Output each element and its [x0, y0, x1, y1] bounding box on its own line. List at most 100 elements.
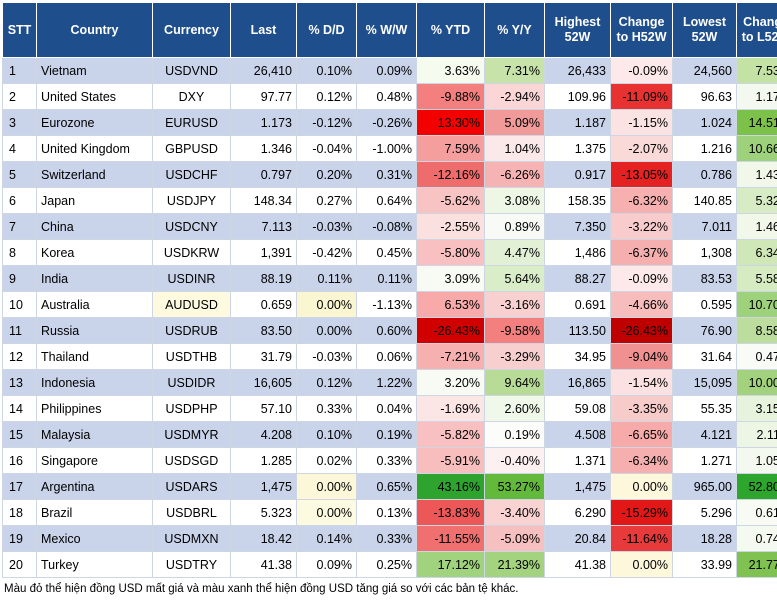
cell-last: 0.797	[230, 161, 297, 188]
cell-low52w: 0.595	[672, 291, 737, 318]
cell-change-h52w: -3.35%	[610, 395, 673, 422]
cell-high52w: 1,475	[544, 473, 611, 500]
cell-country: Argentina	[36, 473, 153, 500]
cell-stt: 10	[2, 291, 37, 318]
cell-ww: 0.45%	[356, 239, 417, 266]
cell-high52w: 0.917	[544, 161, 611, 188]
cell-change-l52w: 14.51%	[736, 109, 777, 136]
cell-last: 7.113	[230, 213, 297, 240]
cell-stt: 9	[2, 265, 37, 292]
table-row: 5 Switzerland USDCHF 0.797 0.20% 0.31% -12.16%…	[2, 161, 777, 188]
cell-currency: USDCNY	[152, 213, 231, 240]
cell-yy: -3.16%	[484, 291, 545, 318]
cell-country: Switzerland	[36, 161, 153, 188]
cell-country: Russia	[36, 317, 153, 344]
table-row: 10 Australia AUDUSD 0.659 0.00% -1.13% 6.53% -3…	[2, 291, 777, 318]
cell-dd: 0.00%	[296, 473, 357, 500]
cell-low52w: 1.271	[672, 447, 737, 474]
cell-high52w: 109.96	[544, 83, 611, 110]
cell-ww: 0.48%	[356, 83, 417, 110]
cell-last: 83.50	[230, 317, 297, 344]
cell-change-l52w: 10.70%	[736, 291, 777, 318]
table-row: 9 India USDINR 88.19 0.11% 0.11% 3.09% 5.64% 88.…	[2, 265, 777, 292]
cell-dd: -0.42%	[296, 239, 357, 266]
cell-country: United Kingdom	[36, 135, 153, 162]
cell-high52w: 1.371	[544, 447, 611, 474]
table-row: 1 Vietnam USDVND 26,410 0.10% 0.09% 3.63% 7.31%…	[2, 57, 777, 84]
cell-change-h52w: -2.07%	[610, 135, 673, 162]
table-row: 19 Mexico USDMXN 18.42 0.14% 0.33% -11.55% -5.0…	[2, 525, 777, 552]
cell-dd: 0.10%	[296, 421, 357, 448]
cell-high52w: 16,865	[544, 369, 611, 396]
cell-last: 16,605	[230, 369, 297, 396]
header-low52w: Lowest 52W	[672, 2, 737, 58]
cell-ytd: -5.82%	[416, 421, 485, 448]
cell-last: 57.10	[230, 395, 297, 422]
cell-change-h52w: -3.22%	[610, 213, 673, 240]
cell-low52w: 0.786	[672, 161, 737, 188]
cell-low52w: 24,560	[672, 57, 737, 84]
cell-yy: -9.58%	[484, 317, 545, 344]
cell-ytd: -5.91%	[416, 447, 485, 474]
cell-country: United States	[36, 83, 153, 110]
cell-country: Indonesia	[36, 369, 153, 396]
cell-yy: 2.60%	[484, 395, 545, 422]
cell-ytd: -13.83%	[416, 499, 485, 526]
cell-country: Malaysia	[36, 421, 153, 448]
header-high52w: Highest 52W	[544, 2, 611, 58]
cell-change-l52w: 8.58%	[736, 317, 777, 344]
cell-ww: 0.11%	[356, 265, 417, 292]
cell-change-l52w: 0.74%	[736, 525, 777, 552]
cell-stt: 11	[2, 317, 37, 344]
header-yy: % Y/Y	[484, 2, 545, 58]
cell-currency: GBPUSD	[152, 135, 231, 162]
header-row: STT Country Currency Last % D/D % W/W % …	[2, 2, 777, 58]
table-row: 16 Singapore USDSGD 1.285 0.02% 0.33% -5.91% -0…	[2, 447, 777, 474]
cell-ww: 1.22%	[356, 369, 417, 396]
cell-last: 0.659	[230, 291, 297, 318]
cell-change-l52w: 7.53%	[736, 57, 777, 84]
header-stt: STT	[2, 2, 37, 58]
cell-country: Brazil	[36, 499, 153, 526]
cell-change-l52w: 1.43%	[736, 161, 777, 188]
cell-last: 5.323	[230, 499, 297, 526]
header-dd: % D/D	[296, 2, 357, 58]
cell-last: 4.208	[230, 421, 297, 448]
cell-dd: 0.00%	[296, 499, 357, 526]
cell-yy: 4.47%	[484, 239, 545, 266]
cell-change-l52w: 1.05%	[736, 447, 777, 474]
table-row: 7 China USDCNY 7.113 -0.03% -0.08% -2.55% 0.89%…	[2, 213, 777, 240]
cell-currency: USDVND	[152, 57, 231, 84]
cell-high52w: 0.691	[544, 291, 611, 318]
cell-change-h52w: 0.00%	[610, 551, 673, 578]
cell-change-h52w: -15.29%	[610, 499, 673, 526]
cell-yy: -3.40%	[484, 499, 545, 526]
cell-stt: 1	[2, 57, 37, 84]
header-ww: % W/W	[356, 2, 417, 58]
cell-change-l52w: 2.11%	[736, 421, 777, 448]
cell-change-l52w: 5.58%	[736, 265, 777, 292]
table-row: 20 Turkey USDTRY 41.38 0.09% 0.25% 17.12% 21.39…	[2, 551, 777, 578]
cell-change-l52w: 1.17%	[736, 83, 777, 110]
cell-change-h52w: -1.15%	[610, 109, 673, 136]
cell-high52w: 158.35	[544, 187, 611, 214]
cell-dd: -0.03%	[296, 213, 357, 240]
cell-dd: 0.02%	[296, 447, 357, 474]
cell-currency: USDARS	[152, 473, 231, 500]
cell-stt: 15	[2, 421, 37, 448]
cell-stt: 14	[2, 395, 37, 422]
cell-last: 148.34	[230, 187, 297, 214]
cell-ww: 0.19%	[356, 421, 417, 448]
cell-last: 31.79	[230, 343, 297, 370]
cell-high52w: 7.350	[544, 213, 611, 240]
cell-currency: AUDUSD	[152, 291, 231, 318]
cell-last: 1,475	[230, 473, 297, 500]
header-change-h52w: Change to H52W	[610, 2, 673, 58]
cell-yy: 7.31%	[484, 57, 545, 84]
cell-low52w: 1,308	[672, 239, 737, 266]
cell-low52w: 965.00	[672, 473, 737, 500]
cell-high52w: 26,433	[544, 57, 611, 84]
cell-yy: -2.94%	[484, 83, 545, 110]
cell-ww: 0.33%	[356, 447, 417, 474]
